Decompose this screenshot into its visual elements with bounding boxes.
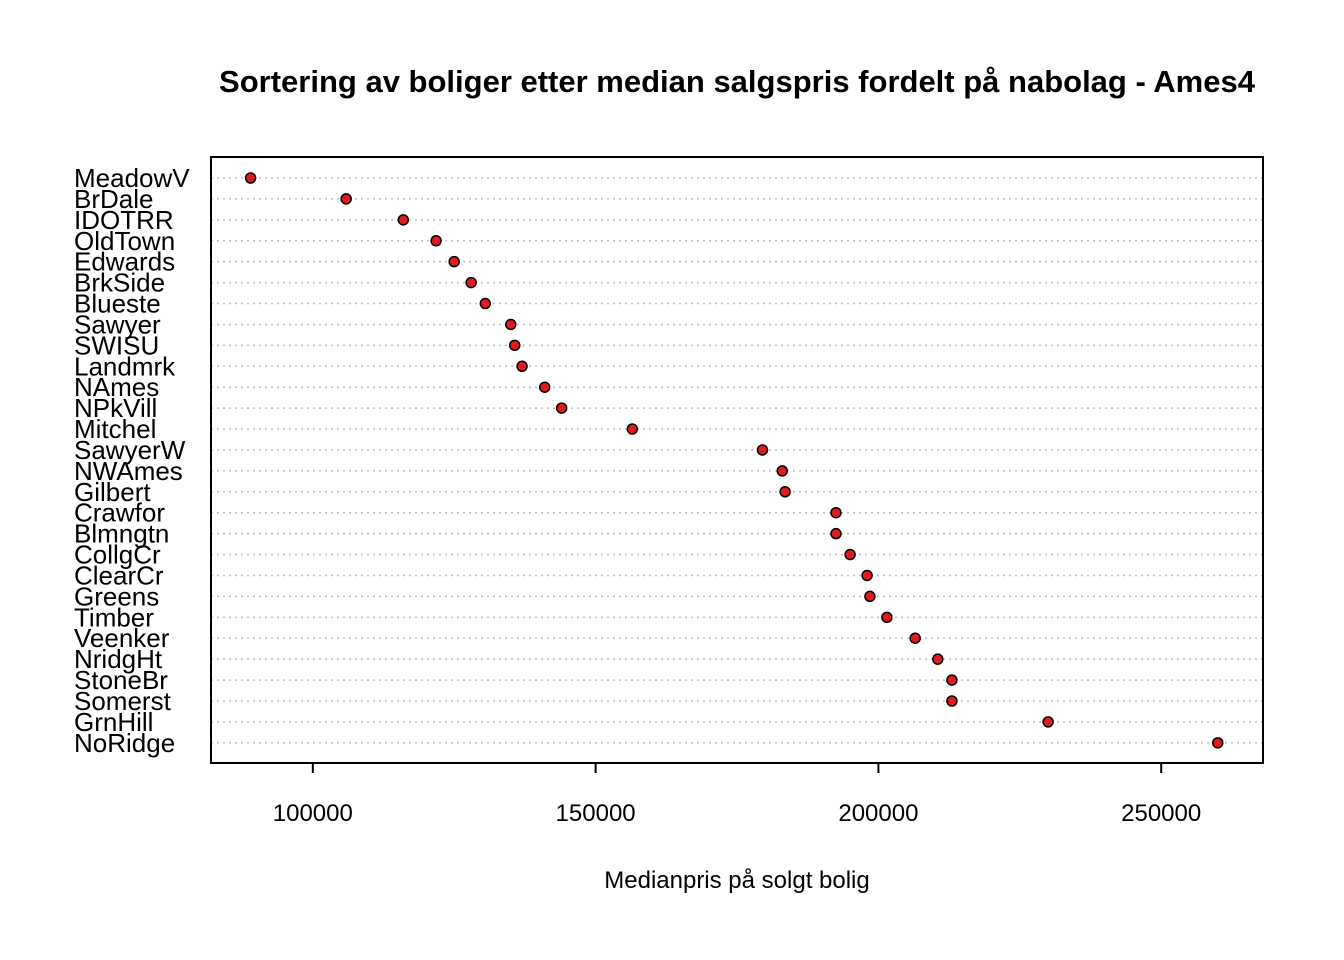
category-label: StoneBr [74, 665, 168, 695]
category-label: Blmngtn [74, 519, 169, 549]
data-point [776, 465, 788, 477]
data-point [516, 360, 528, 373]
category-label: Gilbert [74, 477, 151, 507]
category-label: BrDale [74, 184, 153, 214]
category-label: NridgHt [74, 644, 163, 674]
data-point [946, 695, 958, 707]
category-label: Edwards [74, 247, 175, 277]
category-label: BrkSide [74, 268, 165, 298]
category-label: Sawyer [74, 309, 161, 339]
chart-title: Sortering av boliger etter median salgsp… [219, 64, 1256, 99]
data-point [340, 193, 352, 205]
category-label: SWISU [74, 330, 159, 360]
data-point [430, 235, 442, 247]
category-label: Blueste [74, 289, 161, 319]
data-point [779, 486, 791, 498]
category-label: Landmrk [74, 351, 176, 381]
category-label: NoRidge [74, 728, 175, 758]
data-points [244, 172, 1224, 749]
category-label: Crawfor [74, 498, 165, 528]
x-tick-label: 200000 [838, 800, 918, 827]
category-label: NAmes [74, 372, 159, 402]
data-point [756, 444, 769, 456]
category-label: Greens [74, 581, 159, 611]
data-point [946, 674, 958, 686]
data-point [479, 297, 492, 310]
category-label: Timber [74, 602, 154, 632]
category-label: OldTown [74, 226, 175, 256]
data-point [505, 318, 517, 331]
category-label: CollgCr [74, 540, 161, 570]
data-point [932, 653, 944, 665]
data-point [555, 402, 568, 414]
x-axis-label: Medianpris på solgt bolig [604, 867, 870, 894]
data-point [909, 632, 921, 644]
data-point [864, 590, 876, 603]
data-point [861, 569, 873, 582]
data-point [844, 548, 856, 561]
x-axis: 100000 150000 200000 250000 [273, 762, 1201, 827]
data-point [508, 339, 521, 352]
data-point [881, 611, 893, 624]
category-label: Veenker [74, 623, 170, 653]
category-label: MeadowV [74, 163, 190, 193]
x-tick-label: 150000 [556, 800, 636, 827]
data-point [1042, 716, 1054, 728]
category-labels: MeadowVBrDaleIDOTRROldTownEdwardsBrkSide… [74, 163, 190, 758]
x-tick-label: 100000 [273, 800, 353, 827]
data-point [830, 527, 842, 540]
category-label: Somerst [74, 686, 172, 716]
data-point [830, 506, 842, 519]
category-label: NWAmes [74, 456, 183, 486]
plot-frame [210, 156, 1264, 764]
data-point [397, 214, 410, 226]
category-label: NPkVill [74, 393, 157, 423]
category-label: SawyerW [74, 435, 186, 465]
x-tick-label: 250000 [1121, 800, 1201, 827]
data-point [538, 381, 551, 393]
data-point [1212, 737, 1224, 749]
data-point [465, 276, 477, 289]
category-label: IDOTRR [74, 205, 174, 235]
category-label: ClearCr [74, 560, 164, 590]
category-label: Mitchel [74, 414, 156, 444]
data-point [626, 423, 639, 435]
data-point [448, 255, 460, 268]
grid-lines [211, 177, 1263, 744]
category-label: GrnHill [74, 707, 153, 737]
data-point [244, 172, 257, 184]
